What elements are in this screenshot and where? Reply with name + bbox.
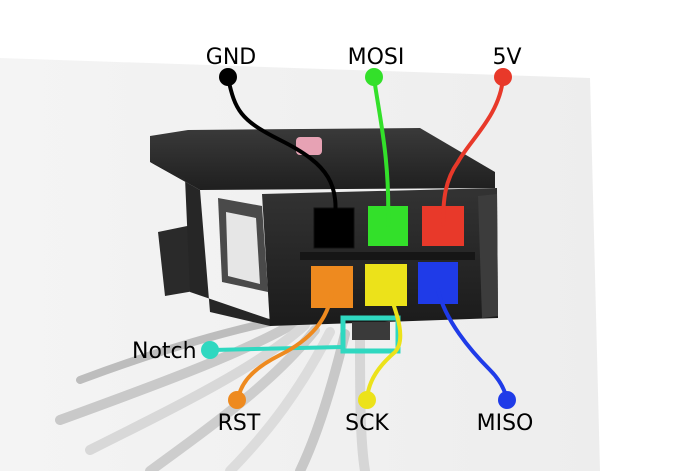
label-notch: Notch — [132, 339, 197, 364]
leader-5v — [441, 76, 505, 227]
leader-mosi — [372, 76, 391, 227]
pin-sck — [365, 264, 407, 306]
label-dots — [201, 68, 516, 409]
leader-lines — [211, 76, 509, 402]
dot-rst — [228, 391, 246, 409]
leader-gnd — [226, 76, 338, 230]
dot-sck — [358, 391, 376, 409]
leader-notch — [211, 345, 345, 352]
dot-mosi — [365, 68, 383, 86]
notch-outline — [340, 315, 401, 354]
label-mosi: MOSI — [348, 45, 405, 70]
label-miso: MISO — [477, 411, 534, 436]
connector-right-rail — [478, 194, 498, 318]
pin-row-divider — [300, 252, 475, 260]
leader-rst — [236, 290, 334, 402]
pin-miso — [418, 262, 458, 304]
leader-miso — [436, 288, 509, 402]
dot-miso — [498, 391, 516, 409]
dot-gnd — [219, 68, 237, 86]
connector-top-face — [150, 128, 495, 190]
label-sck: SCK — [345, 411, 389, 436]
label-rst: RST — [218, 411, 261, 436]
notch-gap — [352, 322, 390, 340]
dot-notch — [201, 341, 219, 359]
label-5v: 5V — [492, 45, 521, 70]
leader-sck — [365, 288, 403, 402]
label-gnd: GND — [206, 45, 256, 70]
dot-5v — [494, 68, 512, 86]
pin-labels: GND MOSI 5V Notch RST SCK MISO — [132, 45, 533, 436]
side-window-opening — [226, 212, 260, 284]
